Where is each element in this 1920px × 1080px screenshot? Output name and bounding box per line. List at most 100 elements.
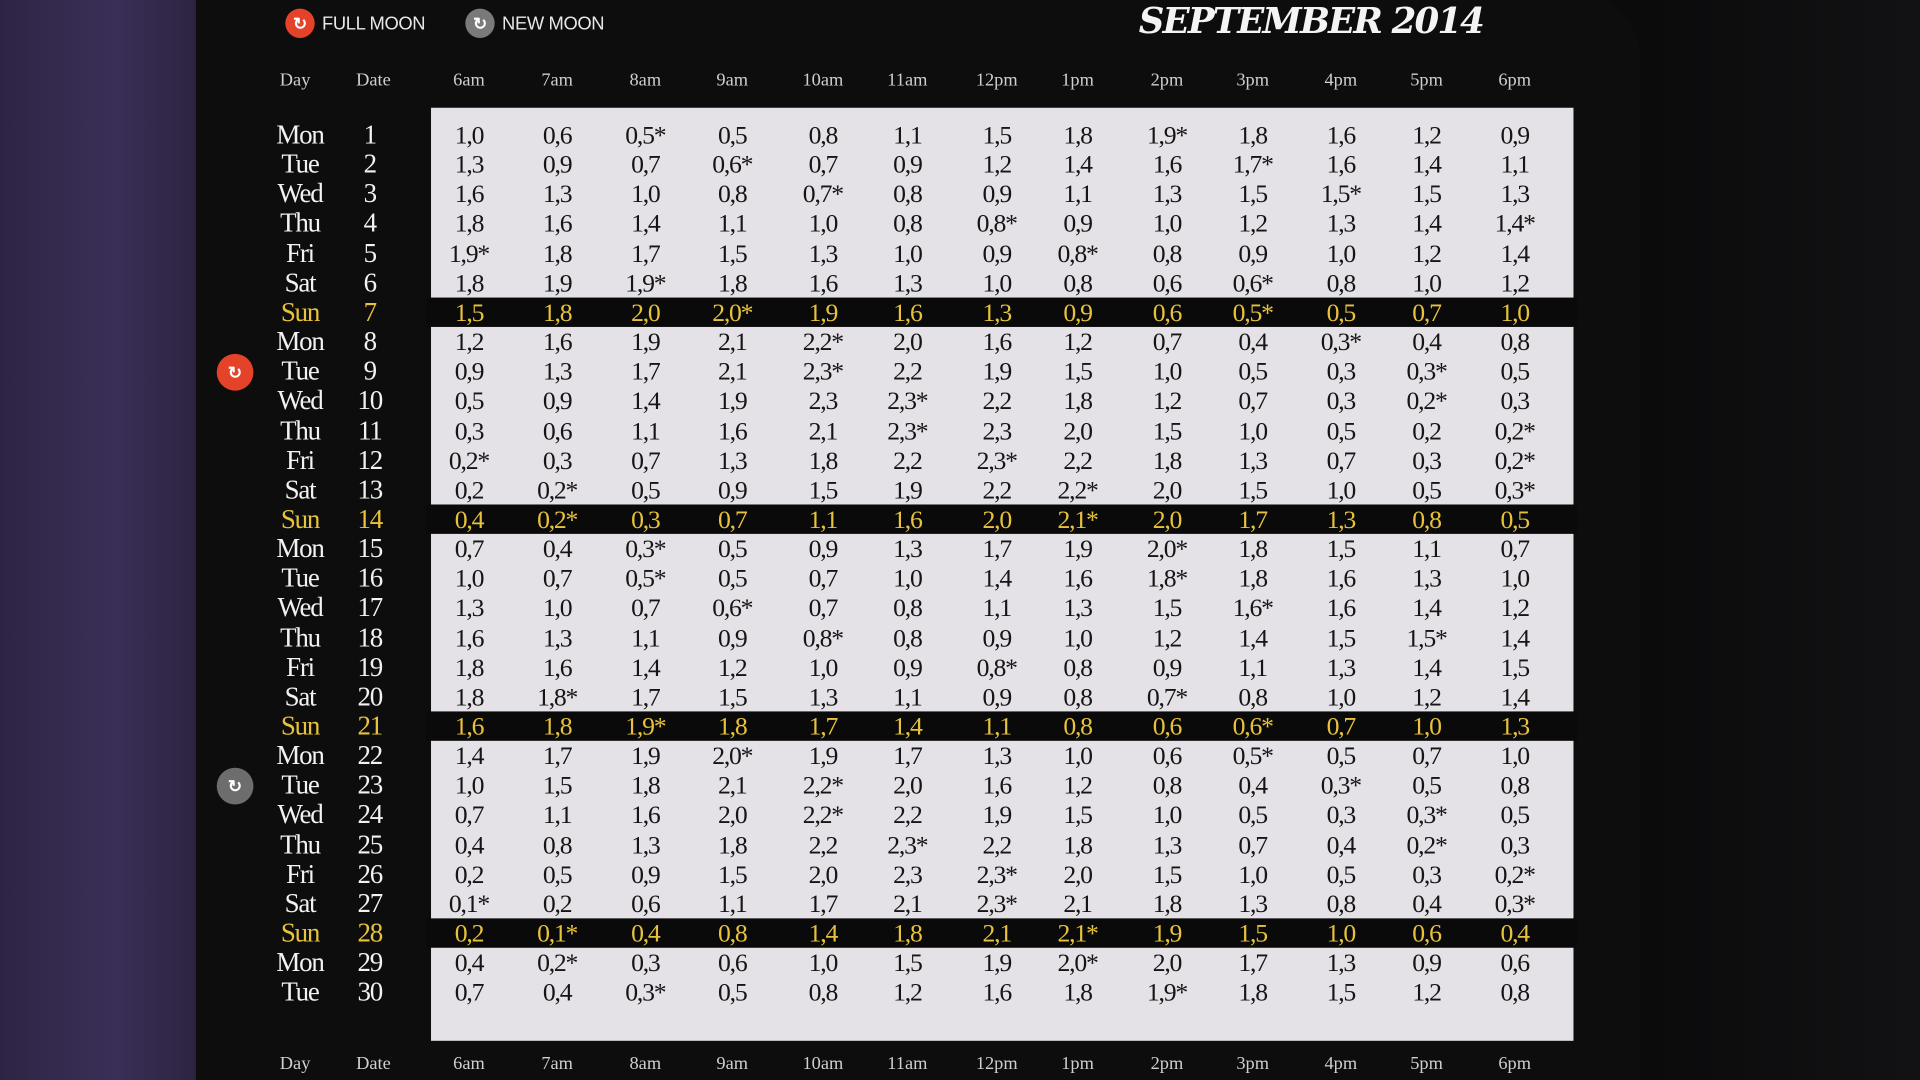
table-row: Sun 7 1,5 1,8 2,0 2,0* 1,9 1,6 1,3 0,9 0,6 0,5* 0,5 0…	[0, 297, 1920, 327]
tide-height-cell: 2,3	[893, 859, 923, 889]
tide-height-cell: 0,9	[1500, 120, 1530, 150]
tide-height-cell: 0,8	[893, 593, 923, 623]
tide-height-cell: 2,1	[718, 326, 748, 357]
tide-height-cell: 0,6	[542, 415, 573, 446]
tide-height-cell: 0,5	[1326, 859, 1357, 889]
tide-height-cell: 1,3	[1152, 179, 1183, 209]
tide-height-cell: 1,0	[1500, 297, 1530, 327]
table-row: Tue 2 1,3 0,9 0,7 0,6* 0,7 0,9 1,2 1,4 1,6 1,7* 1,6 1…	[0, 149, 1920, 179]
tide-height-cell: 1,5	[1238, 179, 1268, 209]
tide-height-cell: 1,5	[1500, 652, 1530, 682]
tide-height-cell: 1,3	[1326, 947, 1357, 978]
row-day: Thu	[280, 414, 321, 446]
tide-height-cell: 2,2	[1063, 445, 1093, 475]
tide-height-cell: 1,6	[1326, 149, 1357, 179]
tide-height-cell: 1,6	[718, 415, 748, 446]
tide-height-cell: 1,5	[1152, 859, 1183, 889]
tide-height-cell: 0,7	[1412, 297, 1442, 327]
tide-height-cell: 0,5	[1500, 356, 1530, 386]
tide-height-cell: 1,0	[893, 238, 923, 268]
tide-height-cell: 0,8	[808, 120, 839, 150]
tide-height-cell: 1,8	[1063, 120, 1093, 150]
tide-height-cell: 0,5	[1326, 415, 1357, 446]
tide-height-cell: 1,5	[1152, 415, 1183, 446]
full-moon-label: FULL MOON	[322, 12, 426, 34]
tide-height-cell: 0,9	[542, 149, 573, 179]
tide-height-cell: 2,2*	[802, 800, 844, 830]
tide-height-cell: 1,4	[1238, 622, 1268, 653]
tide-height-cell: 0,3	[631, 947, 661, 978]
tide-height-cell: 0,5	[1238, 800, 1268, 830]
header-time: 2pm	[1150, 71, 1184, 91]
tide-height-cell: 1,6*	[1232, 593, 1274, 623]
tide-height-cell: 0,5*	[625, 120, 666, 150]
tide-height-cell: 0,6*	[712, 149, 753, 179]
tide-height-cell: 0,3	[1326, 800, 1357, 830]
tide-height-cell: 0,6*	[712, 593, 753, 623]
tide-height-cell: 0,3*	[1406, 356, 1447, 386]
header-time: 12pm	[975, 1054, 1018, 1074]
table-row: Wed 10 0,5 0,9 1,4 1,9 2,3 2,3* 2,2 1,8 1,2 0,7 0,3 0…	[0, 386, 1920, 416]
table-row: Fri 26 0,2 0,5 0,9 1,5 2,0 2,3 2,3* 2,0 1,5 1,0 0,5 0…	[0, 859, 1920, 889]
tide-height-cell: 1,0	[1500, 563, 1530, 593]
tide-height-cell: 1,9	[718, 386, 748, 416]
tide-height-cell: 0,7	[454, 977, 485, 1007]
table-row: Sat 20 1,8 1,8* 1,7 1,5 1,3 1,1 0,9 0,8 0,7* 0,8 1,0…	[0, 681, 1920, 712]
tide-height-cell: 1,5	[454, 297, 485, 327]
header-time: 8am	[629, 71, 662, 91]
tide-height-cell: 2,0	[1152, 947, 1183, 978]
tide-height-cell: 1,0	[1326, 474, 1357, 505]
tide-height-cell: 1,0	[454, 770, 485, 800]
tide-height-cell: 2,3	[982, 415, 1013, 446]
tide-height-cell: 1,1	[631, 622, 661, 653]
table-row: Tue 30 0,7 0,4 0,3* 0,5 0,8 1,2 1,6 1,8 1,9* 1,8 1,5…	[0, 977, 1920, 1007]
tide-height-cell: 2,0	[893, 770, 923, 800]
tide-height-cell: 2,1	[718, 770, 748, 800]
header-date: Date	[356, 1054, 391, 1074]
tide-height-cell: 0,9	[982, 681, 1013, 712]
tide-height-cell: 1,6	[631, 800, 661, 830]
tide-height-cell: 0,8	[1238, 681, 1268, 712]
tide-height-cell: 1,0	[1326, 918, 1357, 948]
sunday-band	[426, 711, 1578, 741]
header-time: 4pm	[1324, 1054, 1358, 1074]
tide-height-cell: 1,0	[454, 120, 485, 150]
header-time: 5pm	[1410, 1054, 1443, 1074]
tide-height-cell: 0,4	[1412, 888, 1442, 919]
tide-height-cell: 0,9	[982, 622, 1013, 653]
tide-height-cell: 1,4	[1412, 652, 1442, 682]
row-date: 14	[357, 503, 384, 534]
tide-height-cell: 1,3	[893, 267, 923, 298]
tide-height-cell: 1,8	[808, 445, 839, 475]
tide-height-cell: 1,5	[1326, 977, 1357, 1007]
header-date: Date	[356, 71, 391, 91]
tide-height-cell: 0,8	[542, 829, 573, 860]
tide-height-cell: 2,0	[982, 504, 1013, 534]
tide-height-cell: 1,1	[982, 711, 1013, 741]
tide-height-cell: 1,6	[1326, 563, 1357, 593]
tide-height-cell: 1,2	[1412, 120, 1442, 150]
tide-height-cell: 0,2*	[537, 474, 578, 505]
tide-height-cell: 1,8	[1238, 533, 1268, 564]
tide-height-cell: 1,9*	[448, 238, 490, 268]
tide-height-cell: 1,6	[1326, 120, 1357, 150]
tide-height-cell: 2,0	[631, 297, 661, 327]
tide-height-cell: 0,8	[1152, 770, 1183, 800]
table-row: Fri 12 0,2* 0,3 0,7 1,3 1,8 2,2 2,3* 2,2 1,8 1,3 0,7…	[0, 445, 1920, 475]
tide-height-cell: 2,3*	[887, 386, 928, 416]
new-moon-label: NEW MOON	[502, 12, 605, 34]
tide-height-cell: 1,9	[1063, 533, 1093, 564]
tide-height-cell: 0,9	[1238, 238, 1268, 268]
tide-height-cell: 1,0	[1412, 711, 1442, 741]
tide-height-cell: 0,5*	[1232, 740, 1274, 771]
header-time: 6am	[453, 71, 485, 91]
tide-height-cell: 1,8*	[1146, 563, 1188, 593]
tide-height-cell: 1,5	[1412, 179, 1442, 209]
new-moon-icon: ↻	[465, 8, 495, 38]
tide-height-cell: 1,9*	[625, 711, 666, 741]
tide-height-cell: 0,8	[1326, 267, 1357, 298]
tide-height-cell: 1,8	[1238, 563, 1268, 593]
tide-height-cell: 1,1	[982, 593, 1013, 623]
tide-height-cell: 0,8	[1500, 326, 1530, 357]
row-date: 23	[357, 769, 384, 800]
